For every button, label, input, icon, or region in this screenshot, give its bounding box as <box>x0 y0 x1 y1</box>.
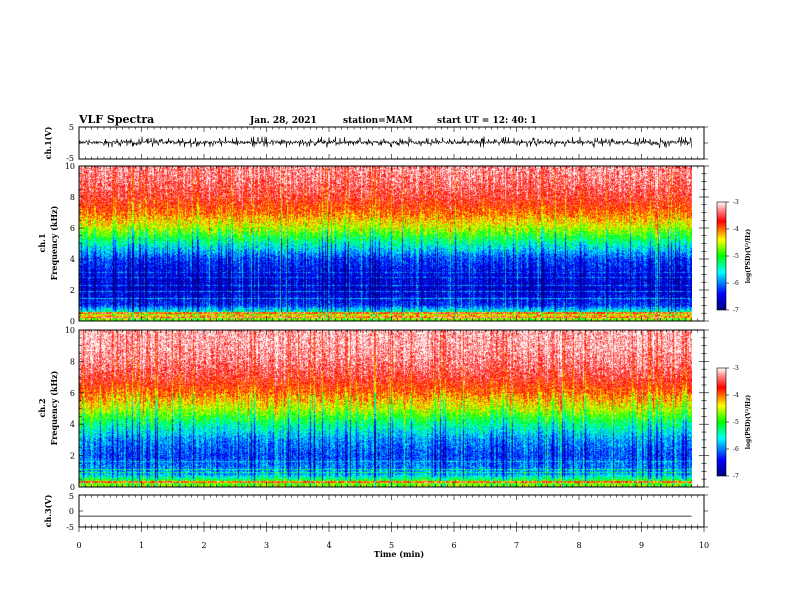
ch3-waveform-ticks <box>78 494 708 532</box>
freq-tick-label: 6 <box>70 389 75 398</box>
ch2-ylabel-channel: ch.2 <box>37 398 47 417</box>
ch1-ytick-top: 5 <box>69 123 74 132</box>
ch2-ylabel-frequency: Frequency (kHz) <box>49 370 59 445</box>
ch3-ytick-bottom: -5 <box>66 523 74 532</box>
time-tick-label: 5 <box>389 541 394 550</box>
colorbar-tick-label: -7 <box>733 473 739 480</box>
freq-tick-label: 10 <box>65 326 75 335</box>
ch2-spectrogram-image <box>79 330 692 487</box>
freq-tick-label: 10 <box>65 162 75 171</box>
time-tick-label: 8 <box>576 541 581 550</box>
time-tick-label: 7 <box>514 541 519 550</box>
colorbar-tick-label: -7 <box>733 307 739 314</box>
ch1-waveform-ticks <box>78 126 708 160</box>
colorbar-tick-label: -5 <box>733 419 739 426</box>
colorbar-tick-label: -3 <box>733 199 739 206</box>
ch2-spectrogram-ticks: 0 2 4 6 8 10 <box>65 326 709 492</box>
ch1-colorbar-label: log(PSD)(V²/Hz) <box>745 229 752 284</box>
ch3-waveform-ylabel: ch.3(V) <box>43 494 53 527</box>
ch1-spectrogram-image <box>79 166 692 321</box>
ch2-colorbar-ticks: -3 -4 -5 -6 -7 <box>726 365 739 480</box>
colorbar-tick-label: -3 <box>733 365 739 372</box>
ch2-colorbar-label: log(PSD)(V²/Hz) <box>745 395 752 450</box>
header-date: Jan. 28, 2021 <box>249 116 317 126</box>
ch3-ytick-mid: 0 <box>69 507 74 516</box>
header-station: station=MAM <box>343 116 413 126</box>
ch2-spectrogram-panel: 0 2 4 6 8 10 ch.2 Frequency (kHz) <box>37 326 709 492</box>
colorbar-tick-label: -6 <box>733 446 739 453</box>
freq-tick-label: 0 <box>70 483 75 492</box>
ch1-colorbar-ticks: -3 -4 -5 -6 -7 <box>726 199 739 314</box>
header-start-time: start UT = 12: 40: 1 <box>437 116 537 126</box>
ch1-colorbar: -3 -4 -5 -6 -7 log(PSD)(V²/Hz) <box>716 199 752 314</box>
freq-tick-label: 4 <box>70 255 75 264</box>
ch1-waveform-ylabel: ch.1(V) <box>43 126 53 159</box>
time-tick-label: 2 <box>201 541 206 550</box>
time-axis-label: Time (min) <box>374 549 424 559</box>
time-tick-label: 10 <box>699 541 709 550</box>
ch1-waveform-panel: 5 -5 ch.1(V) <box>43 123 708 163</box>
ch1-spectrogram-panel: 0 2 4 6 8 10 ch.1 Frequency (kHz) <box>37 162 709 326</box>
freq-tick-label: 2 <box>70 452 75 461</box>
freq-tick-label: 0 <box>70 317 75 326</box>
time-tick-label: 3 <box>264 541 269 550</box>
freq-tick-label: 6 <box>70 224 75 233</box>
ch3-ytick-top: 5 <box>69 492 74 501</box>
colorbar-tick-label: -6 <box>733 280 739 287</box>
freq-tick-label: 2 <box>70 286 75 295</box>
ch1-ylabel-frequency: Frequency (kHz) <box>49 205 59 280</box>
time-tick-label: 1 <box>139 541 144 550</box>
ch1-waveform-trace <box>78 136 692 149</box>
ch1-ytick-bottom: -5 <box>66 154 74 163</box>
time-tick-label: 0 <box>76 541 81 550</box>
freq-tick-label: 8 <box>70 357 75 366</box>
time-tick-label: 6 <box>451 541 456 550</box>
ch1-spectrogram-ticks: 0 2 4 6 8 10 <box>65 162 709 326</box>
ch2-colorbar: -3 -4 -5 -6 -7 log(PSD)(V²/Hz) <box>716 365 752 480</box>
freq-tick-label: 4 <box>70 420 75 429</box>
ch1-ylabel-channel: ch.1 <box>37 233 47 252</box>
time-tick-label: 9 <box>639 541 644 550</box>
colorbar-tick-label: -5 <box>733 253 739 260</box>
ch3-waveform-panel: 5 0 -5 ch.3(V) 0 1 2 3 4 5 6 7 8 9 10 Time (min) <box>43 492 709 559</box>
time-axis-tick-labels: 0 1 2 3 4 5 6 7 8 9 10 <box>76 541 709 550</box>
colorbar-tick-label: -4 <box>733 226 739 233</box>
freq-tick-label: 8 <box>70 193 75 202</box>
time-tick-label: 4 <box>326 541 331 550</box>
colorbar-tick-label: -4 <box>733 392 739 399</box>
chart-title: VLF Spectra <box>78 113 154 126</box>
